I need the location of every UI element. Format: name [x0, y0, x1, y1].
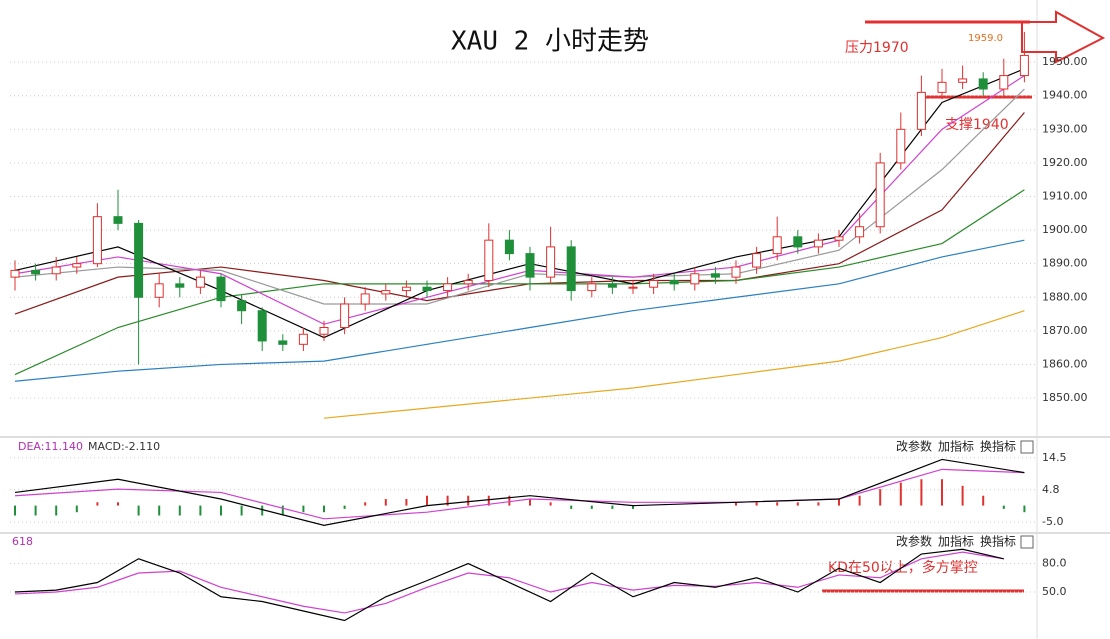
- candle-body: [10, 269, 20, 278]
- candle-body: [51, 266, 61, 275]
- candle-body: [525, 253, 535, 278]
- candle-body: [134, 222, 144, 298]
- candle-body: [340, 303, 350, 329]
- candle-body: [504, 239, 514, 255]
- candle-body: [834, 236, 844, 241]
- candle-body: [958, 78, 968, 83]
- price-label: 1959.0: [968, 33, 1003, 44]
- candle-body: [298, 333, 308, 345]
- candle-body: [875, 162, 885, 228]
- candle-body: [937, 81, 947, 93]
- y-tick-label: 1890.00: [1042, 257, 1088, 270]
- y-tick-label: 1880.00: [1042, 290, 1088, 303]
- line: [14, 548, 1004, 622]
- kd-label: 618: [12, 535, 33, 548]
- button[interactable]: 改参数: [896, 534, 932, 549]
- button[interactable]: 改参数: [896, 439, 932, 454]
- candle-body: [546, 246, 556, 278]
- candle-body: [216, 276, 226, 302]
- candle-body: [752, 253, 762, 268]
- y-tick-label: -5.0: [1042, 515, 1063, 528]
- candle-body: [649, 279, 659, 288]
- y-tick-label: 4.8: [1042, 483, 1060, 496]
- y-tick-label: 50.0: [1042, 585, 1067, 598]
- line: [323, 310, 1025, 419]
- candle-body: [916, 91, 926, 130]
- candle-body: [793, 236, 803, 248]
- candle-body: [360, 293, 370, 305]
- candle-body: [278, 340, 288, 345]
- y-tick-label: 1930.00: [1042, 122, 1088, 135]
- candle-body: [772, 236, 782, 255]
- macd-label: MACD:-2.110: [88, 440, 160, 453]
- candle-body: [999, 75, 1009, 90]
- y-tick-label: 14.5: [1042, 451, 1067, 464]
- candle-body: [257, 310, 267, 342]
- dea-label: DEA:11.140: [18, 440, 83, 453]
- line: [14, 551, 1004, 614]
- candle-body: [587, 283, 597, 292]
- candle-body: [237, 300, 247, 312]
- arrow-icon: [1021, 10, 1106, 64]
- candle-body: [855, 226, 865, 238]
- candle-body: [690, 273, 700, 285]
- candle-body: [607, 283, 617, 288]
- y-tick-label: 1900.00: [1042, 223, 1088, 236]
- close-button[interactable]: [1020, 440, 1034, 454]
- button[interactable]: 换指标: [980, 534, 1016, 549]
- candle-body: [628, 286, 638, 289]
- candle-body: [72, 263, 82, 268]
- support-label: 支撑1940: [945, 117, 1009, 133]
- y-tick-label: 1850.00: [1042, 391, 1088, 404]
- candle-body: [401, 286, 411, 292]
- y-tick-label: 80.0: [1042, 557, 1067, 570]
- candle-body: [443, 283, 453, 292]
- candle-body: [1019, 54, 1029, 77]
- candle-body: [978, 78, 988, 90]
- candle-body: [92, 216, 102, 265]
- candle-body: [484, 239, 494, 281]
- button[interactable]: 加指标: [938, 439, 974, 454]
- candle-body: [422, 286, 432, 292]
- candle-body: [31, 269, 41, 275]
- close-button[interactable]: [1020, 535, 1034, 549]
- candle-body: [710, 273, 720, 278]
- y-tick-label: 1920.00: [1042, 156, 1088, 169]
- y-tick-label: 1860.00: [1042, 357, 1088, 370]
- chart-title: XAU 2 小时走势: [451, 27, 649, 57]
- y-tick-label: 1940.00: [1042, 89, 1088, 102]
- candle-body: [175, 283, 185, 288]
- candle-body: [813, 239, 823, 248]
- line: [14, 239, 1025, 382]
- candle-body: [154, 283, 164, 298]
- line: [14, 458, 1025, 526]
- y-tick-label: 1870.00: [1042, 324, 1088, 337]
- candle-body: [463, 279, 473, 285]
- button[interactable]: 加指标: [938, 534, 974, 549]
- y-tick-label: 1910.00: [1042, 190, 1088, 203]
- candle-body: [113, 216, 123, 224]
- candle-body: [669, 279, 679, 285]
- candle-body: [381, 290, 391, 295]
- button[interactable]: 换指标: [980, 439, 1016, 454]
- candle-body: [566, 246, 576, 292]
- resistance-label: 压力1970: [845, 40, 909, 56]
- candle-body: [195, 276, 205, 288]
- line: [14, 468, 1025, 520]
- candle-body: [731, 266, 741, 278]
- candle-body: [896, 128, 906, 164]
- y-tick-label: 1950.00: [1042, 55, 1088, 68]
- candle-body: [319, 327, 329, 335]
